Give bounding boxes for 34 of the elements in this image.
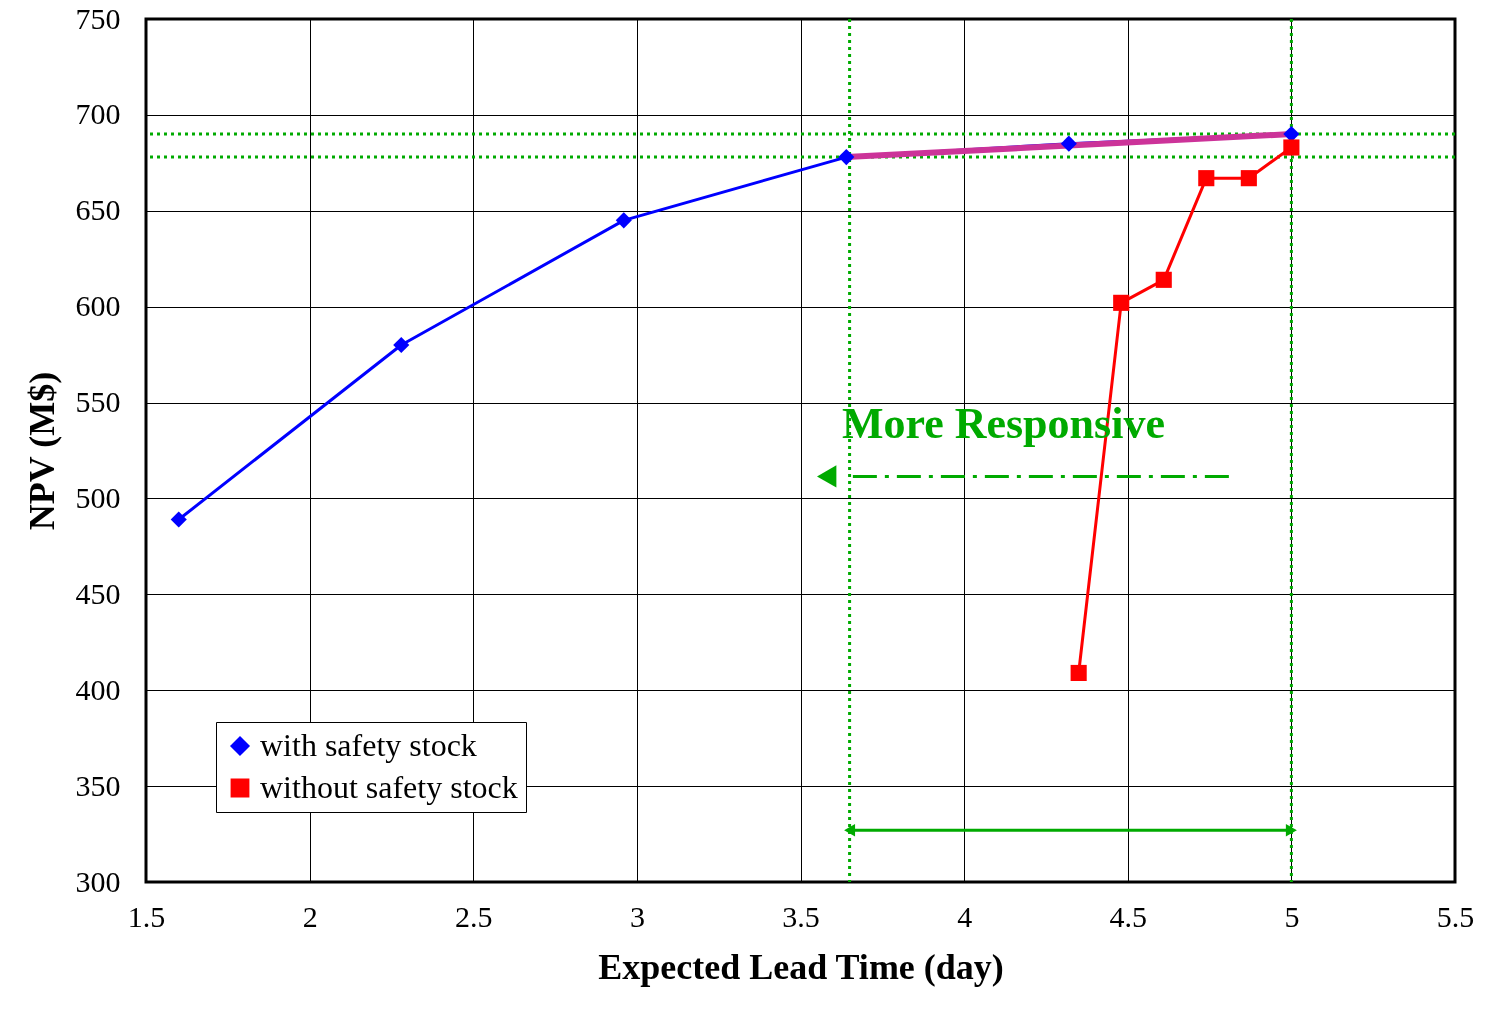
- point: [1155, 271, 1172, 288]
- point: [1070, 664, 1087, 682]
- legend-label: with safety stock: [260, 727, 477, 763]
- x-tick-label: 4: [957, 899, 973, 933]
- point: [1283, 139, 1300, 156]
- point: [170, 511, 187, 528]
- y-tick-label: 700: [75, 97, 121, 131]
- y-tick-label: 450: [75, 576, 121, 610]
- x-tick-label: 5.5: [1436, 899, 1475, 933]
- legend-label: without safety stock: [260, 769, 518, 805]
- point: [393, 336, 410, 354]
- y-tick-label: 400: [75, 672, 121, 706]
- point: [1240, 170, 1257, 187]
- x-tick-label: 2: [302, 899, 318, 933]
- y-tick-label: 350: [75, 768, 121, 802]
- y-tick-label: 650: [75, 193, 121, 227]
- point: [1113, 294, 1130, 311]
- y-tick-label: 600: [75, 289, 121, 323]
- y-axis-title: NPV (M$): [21, 371, 62, 531]
- y-tick-label: 550: [75, 385, 121, 419]
- point: [615, 212, 632, 229]
- y-tick-label: 500: [75, 480, 121, 514]
- x-tick-label: 5: [1284, 899, 1300, 933]
- x-tick-label: 3.5: [782, 899, 820, 933]
- x-tick-label: 1.5: [127, 899, 166, 933]
- point: [1198, 170, 1215, 187]
- point: [838, 149, 855, 166]
- point: [1060, 135, 1077, 152]
- x-tick-label: 4.5: [1109, 899, 1147, 933]
- x-tick-label: 2.5: [455, 899, 493, 933]
- y-tick-label: 300: [75, 864, 121, 898]
- x-tick-label: 3: [629, 899, 645, 933]
- y-tick-label: 750: [75, 1, 121, 35]
- x-axis-title: Expected Lead Time (day): [598, 946, 1004, 987]
